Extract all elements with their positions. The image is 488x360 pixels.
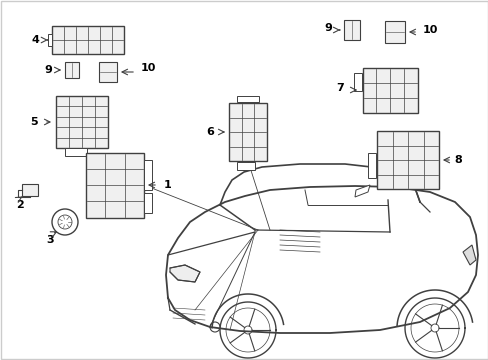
Text: 10: 10 [422, 25, 437, 35]
Text: 7: 7 [335, 83, 343, 93]
Text: 2: 2 [16, 200, 24, 210]
Bar [353, 73, 361, 91]
Text: 5: 5 [30, 117, 38, 127]
Bar [237, 96, 259, 102]
Bar [65, 62, 79, 78]
Text: 9: 9 [324, 23, 331, 33]
Bar [143, 193, 152, 213]
Text: 3: 3 [46, 235, 54, 245]
Bar [22, 184, 38, 196]
Polygon shape [462, 245, 475, 265]
Polygon shape [354, 185, 369, 197]
Bar [99, 62, 117, 82]
Bar [65, 148, 87, 156]
Text: 8: 8 [453, 155, 461, 165]
Bar [48, 34, 52, 46]
Bar [52, 26, 124, 54]
Bar [237, 162, 254, 170]
Text: 10: 10 [140, 63, 155, 73]
Text: 4: 4 [31, 35, 39, 45]
Bar [376, 131, 438, 189]
Bar [343, 20, 359, 40]
Bar [384, 21, 404, 43]
Text: 6: 6 [205, 127, 214, 137]
Bar [86, 153, 143, 217]
Bar [367, 153, 375, 177]
Bar [362, 68, 417, 112]
Bar [228, 103, 266, 161]
Text: 1: 1 [164, 180, 171, 190]
Bar [56, 96, 108, 148]
Text: 9: 9 [44, 65, 52, 75]
Bar [143, 160, 152, 190]
Polygon shape [170, 265, 200, 282]
